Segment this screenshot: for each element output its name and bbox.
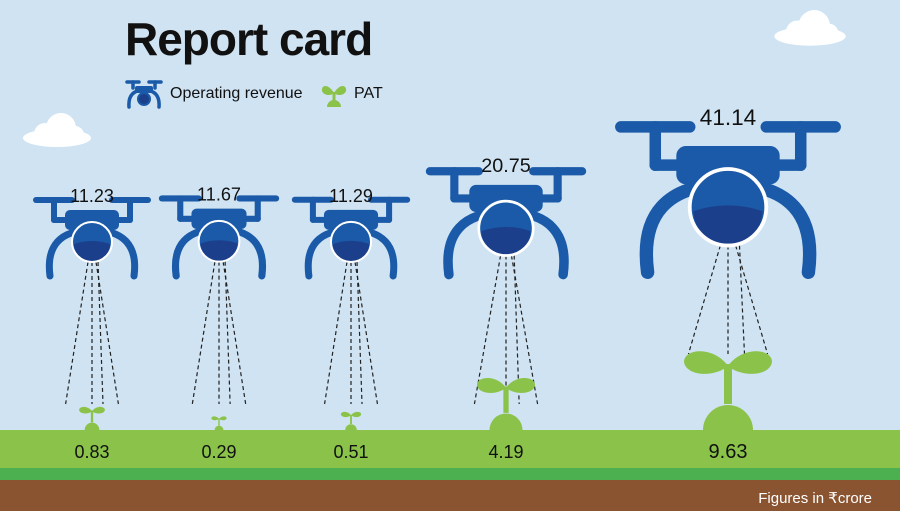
value-labels: 11.23 0.83 11.67 0.29 11.29 0.51 20.75 4.19 41.1… [70, 105, 756, 463]
grass-edge [0, 468, 900, 480]
drone-bar [33, 197, 151, 280]
sprout-bar [340, 411, 362, 430]
beam-line [323, 261, 348, 405]
beam-line [224, 261, 231, 405]
legend-item-revenue: Operating revenue [124, 76, 303, 112]
ground [0, 430, 900, 511]
legend-label-pat: PAT [354, 85, 383, 102]
revenue-label: 11.29 [329, 186, 373, 206]
drone-icon [125, 80, 163, 109]
chart-title: Report card [125, 13, 373, 65]
beam-line [354, 261, 379, 405]
pat-label: 0.51 [333, 442, 368, 462]
revenue-label: 41.14 [700, 105, 756, 130]
beam-line [95, 261, 119, 405]
sprout-bar [476, 378, 536, 430]
revenue-label: 11.67 [197, 184, 241, 204]
beam-line [687, 245, 721, 355]
drone-bar [291, 196, 411, 280]
sprout-bar [684, 351, 772, 430]
revenue-label: 11.23 [70, 186, 114, 206]
footnote: Figures in ₹crore [758, 490, 872, 507]
revenue-label: 20.75 [481, 155, 531, 177]
sprout-icon [321, 86, 347, 107]
sprout-bar [79, 406, 105, 430]
cloud-right [774, 10, 846, 46]
pat-label: 0.29 [201, 442, 236, 462]
pat-label: 0.83 [74, 442, 109, 462]
beam-line [513, 255, 520, 405]
beams [65, 245, 769, 405]
drones [33, 121, 841, 280]
legend-label-revenue: Operating revenue [170, 85, 303, 102]
beam-line [222, 261, 247, 405]
drone-bar [425, 167, 587, 280]
beam-line [191, 261, 216, 405]
beam-line [735, 245, 769, 355]
pat-label: 9.63 [709, 441, 748, 463]
beam-line [65, 261, 89, 405]
legend-item-pat: PAT [320, 76, 383, 112]
cloud-left [23, 113, 91, 147]
beam-line [356, 261, 363, 405]
grass [0, 430, 900, 470]
clouds [23, 10, 846, 147]
sprout-bar [211, 416, 227, 430]
sprouts [79, 351, 772, 430]
pat-label: 4.19 [488, 442, 523, 462]
soil [0, 480, 900, 511]
beam-line [738, 245, 746, 355]
drone-bar [615, 121, 841, 280]
drone-bar [158, 195, 280, 280]
beam-line [97, 261, 104, 405]
